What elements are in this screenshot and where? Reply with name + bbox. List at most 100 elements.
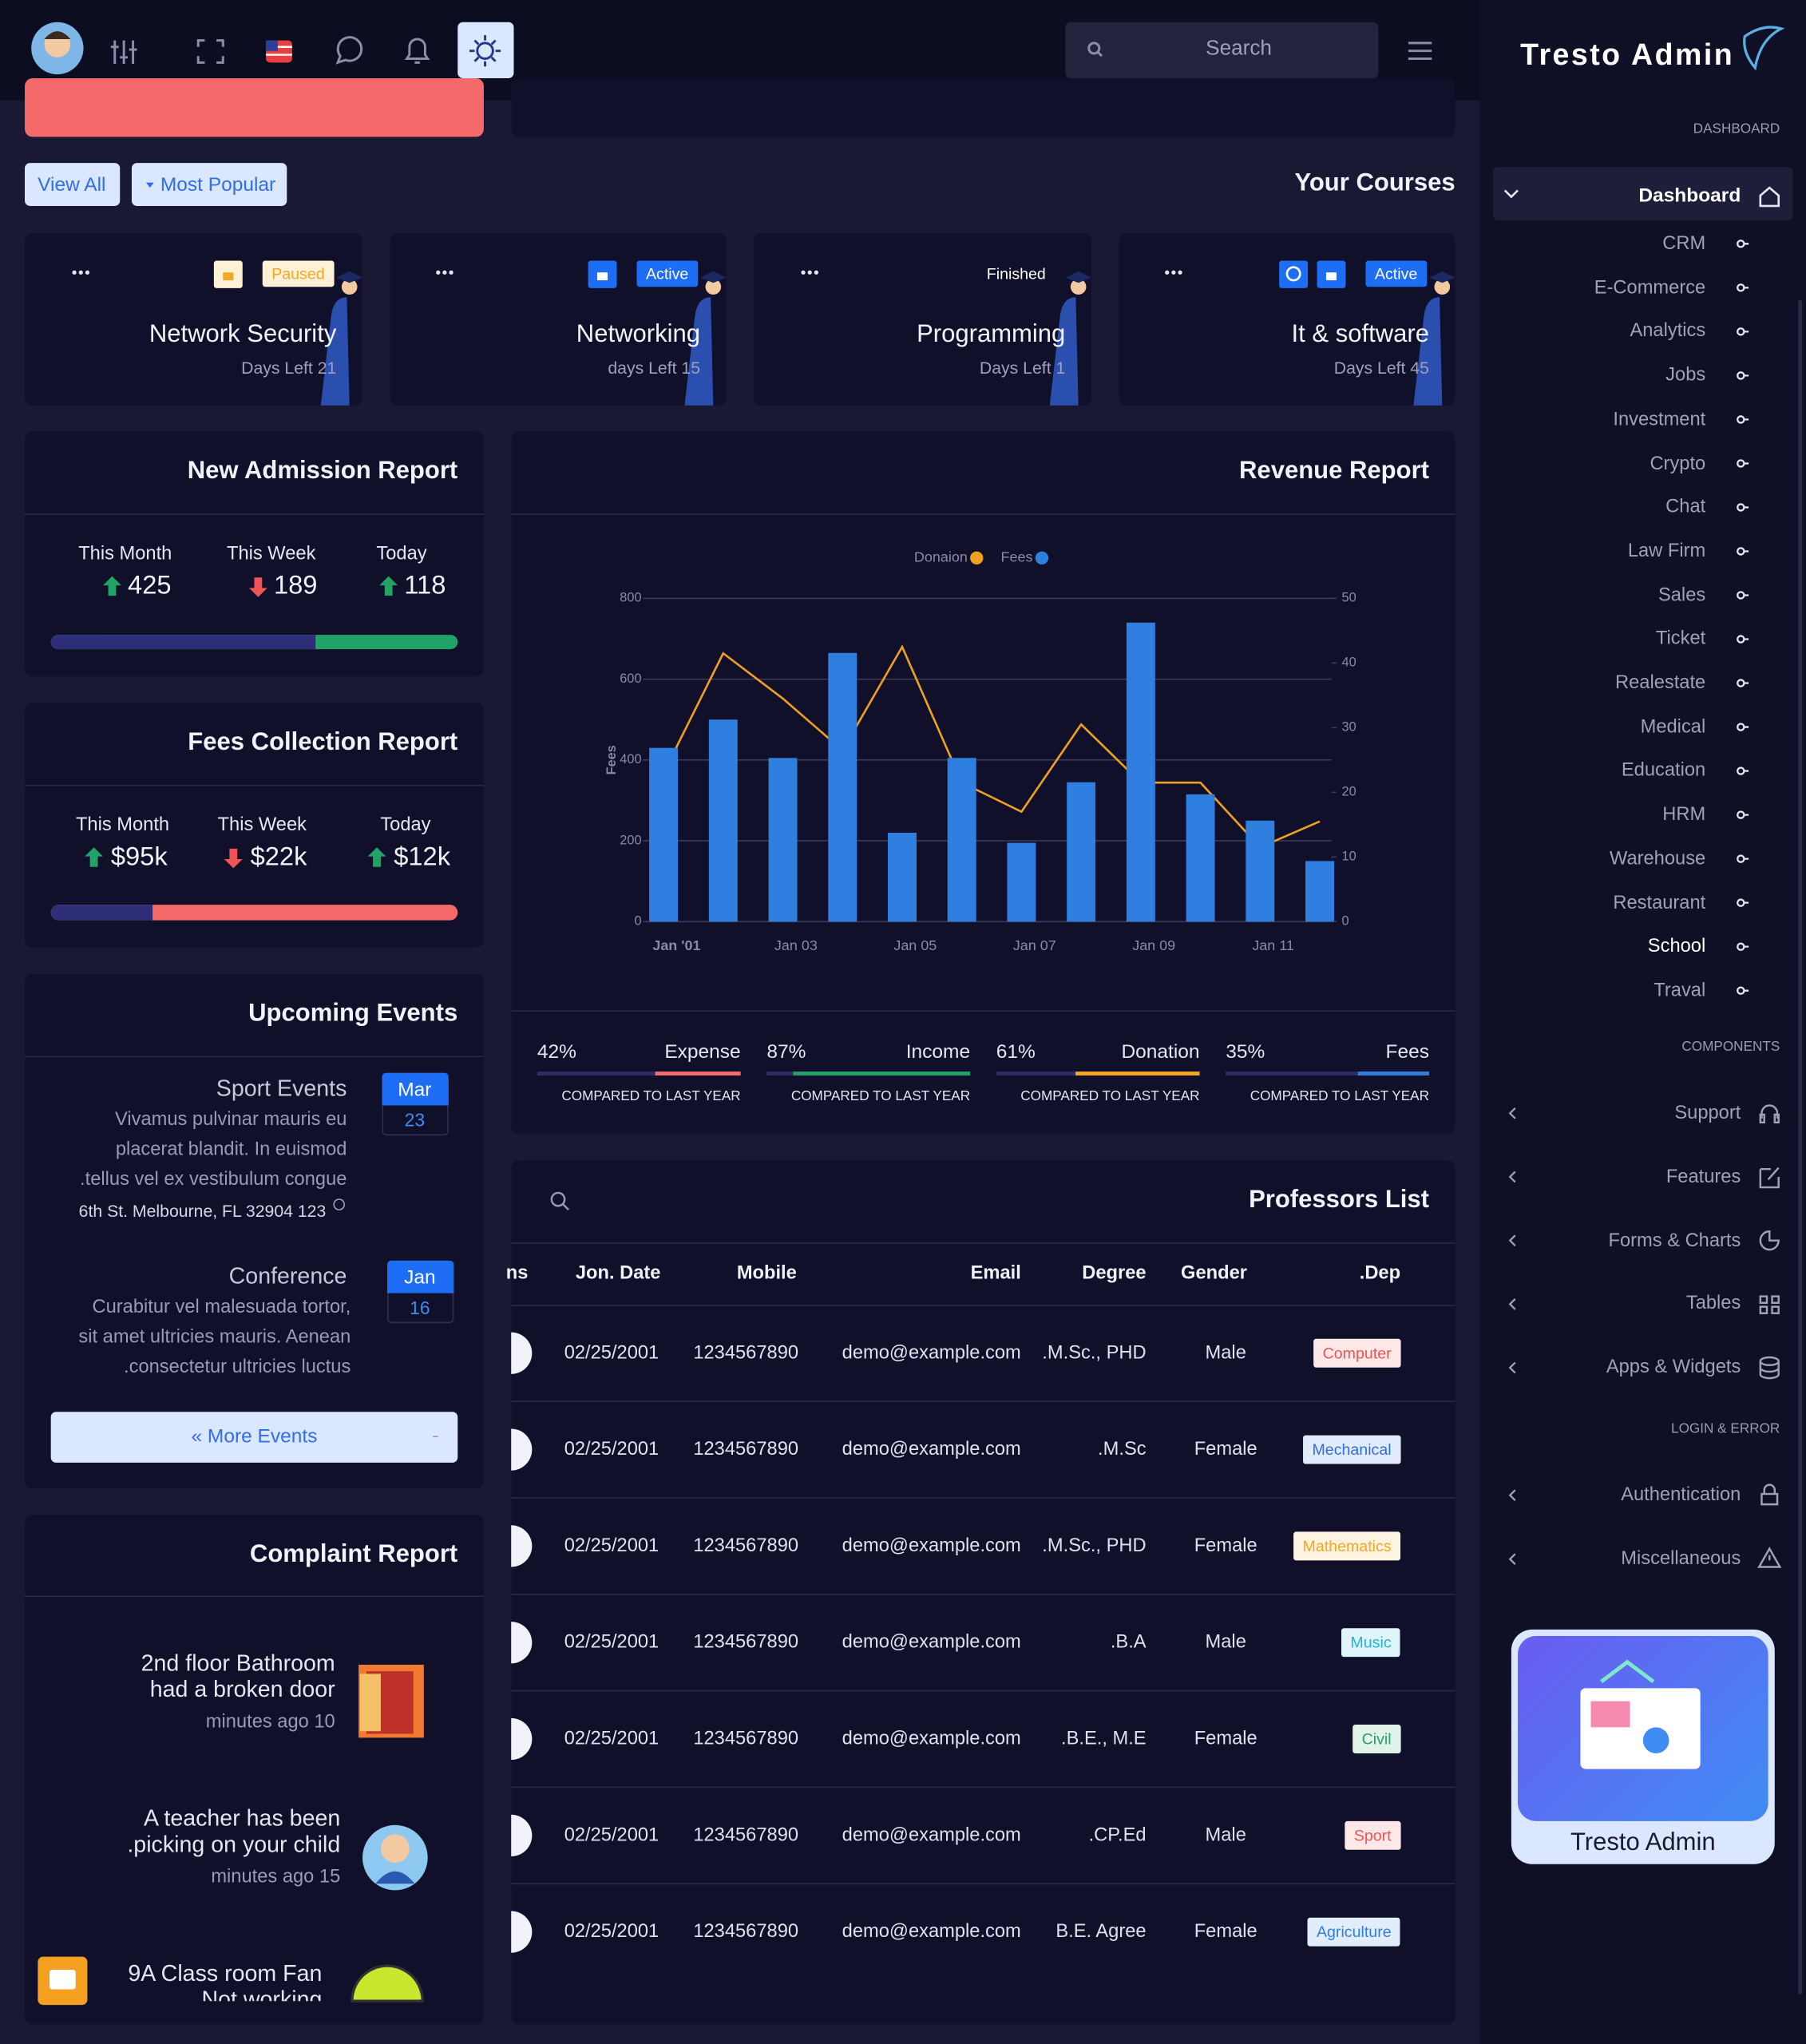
submenu-item[interactable]: Education	[1621, 760, 1706, 782]
complaint-images	[50, 1664, 428, 2002]
graduate-figure	[1413, 297, 1443, 406]
avatar-fragment	[511, 1911, 533, 1953]
menu-icon	[1757, 1547, 1782, 1568]
graduate-head	[341, 279, 358, 295]
submenu-dot	[1737, 679, 1745, 687]
menu-icon	[1759, 1230, 1780, 1251]
search-icon[interactable]	[550, 1191, 566, 1207]
settings-button[interactable]	[457, 22, 514, 78]
events-card	[25, 973, 484, 1489]
submenu-dot	[1737, 240, 1745, 248]
stat-note: COMPARED TO LAST YEAR	[1250, 1088, 1429, 1104]
table-cell: 02/25/2001	[564, 1439, 659, 1460]
bar	[1067, 782, 1096, 922]
stat-label: Donation	[1121, 1040, 1200, 1064]
table-cell: Female	[1194, 1728, 1257, 1750]
divider	[511, 1010, 1455, 1012]
complaint-time: minutes ago 10	[205, 1711, 335, 1733]
view-all-button[interactable]	[25, 163, 121, 206]
menu-item[interactable]: Tables	[1685, 1293, 1741, 1315]
submenu-item[interactable]: Analytics	[1630, 321, 1706, 343]
divider	[25, 1595, 484, 1598]
active-menu[interactable]	[1493, 166, 1793, 220]
table-cell: .CP.Ed	[1088, 1824, 1147, 1846]
table-cell: 02/25/2001	[564, 1824, 659, 1846]
search-placeholder[interactable]: Search	[1206, 38, 1272, 61]
menu-item[interactable]: Dashboard	[1638, 184, 1741, 207]
department-tag: Music	[1341, 1628, 1401, 1658]
stat-percent: 35%	[1226, 1040, 1265, 1064]
legend-label: Fees	[1001, 549, 1033, 565]
submenu-dot	[1737, 591, 1745, 600]
y2-tick-label: 50	[1342, 591, 1356, 605]
menu-item[interactable]: Authentication	[1621, 1484, 1741, 1506]
submenu-item[interactable]: Realestate	[1614, 672, 1706, 694]
menu-item[interactable]: Apps & Widgets	[1606, 1357, 1741, 1379]
menu-item[interactable]: Miscellaneous	[1621, 1548, 1741, 1570]
stat-percent: 42%	[537, 1040, 576, 1064]
bar	[1305, 861, 1334, 922]
table-cell: Male	[1205, 1342, 1246, 1364]
department-tag: Sport	[1345, 1820, 1401, 1850]
course-lock-icons	[213, 260, 1346, 288]
divider	[25, 1056, 484, 1058]
button-label[interactable]: « More Events	[191, 1425, 318, 1448]
search-box[interactable]	[1065, 22, 1379, 78]
submenu-item[interactable]: Warehouse	[1609, 848, 1706, 869]
submenu-item[interactable]: Chat	[1665, 497, 1706, 518]
course-card[interactable]	[753, 233, 1091, 406]
table-cell: 02/25/2001	[564, 1632, 659, 1654]
submenu-item[interactable]: CRM	[1662, 233, 1706, 255]
menu-item[interactable]: Support	[1674, 1103, 1741, 1124]
date-box-top	[382, 1072, 449, 1106]
graduate-cap	[1065, 271, 1091, 283]
trend-arrow	[248, 577, 267, 597]
menu-item[interactable]: Features	[1665, 1166, 1741, 1188]
submenu-item[interactable]: E-Commerce	[1594, 277, 1706, 299]
dots-menus[interactable]	[72, 270, 1182, 275]
course-status: Finished	[986, 264, 1046, 283]
card-title: Professors List	[1249, 1186, 1429, 1214]
x-tick-label: Jan 07	[1013, 937, 1056, 953]
more-events-button[interactable]	[50, 1412, 458, 1463]
avatar-fragment	[511, 1814, 533, 1856]
submenu-item[interactable]: Investment	[1613, 409, 1706, 430]
flag-stripes	[266, 46, 292, 56]
menu-item[interactable]: Forms & Charts	[1608, 1230, 1741, 1251]
graduate-cap	[1428, 271, 1455, 283]
y-tick-label: 0	[634, 914, 641, 929]
submenu-item[interactable]: Restaurant	[1613, 892, 1706, 913]
y2-tick-label: 20	[1342, 785, 1356, 799]
stat-label: Expense	[664, 1040, 741, 1064]
table-cell: demo@example.com	[842, 1632, 1021, 1654]
menu-icon	[1760, 1483, 1779, 1506]
submenu-item[interactable]: Crypto	[1650, 453, 1706, 474]
header-icons[interactable]	[110, 36, 1432, 65]
stat-label: This Month	[78, 543, 172, 564]
submenu-item[interactable]: Law Firm	[1627, 541, 1706, 562]
event-text: Curabitur vel malesuada tortor,	[92, 1297, 351, 1318]
submenu-dot	[1737, 810, 1745, 819]
button-label[interactable]: View All	[38, 173, 106, 196]
submenu-item[interactable]: School	[1647, 936, 1706, 957]
submenu-dot	[1737, 547, 1745, 556]
course-status: Paused	[262, 260, 335, 287]
stat-label: Fees	[1385, 1040, 1429, 1064]
most-popular-button[interactable]	[131, 163, 287, 206]
y-tick-label: 200	[620, 833, 641, 847]
submenu-item[interactable]: Sales	[1657, 584, 1706, 606]
submenu-item[interactable]: HRM	[1662, 804, 1706, 826]
column-header: Jon. Date	[575, 1263, 661, 1285]
event-text: .tellus vel ex vestibulum congue	[80, 1169, 347, 1190]
submenu-item[interactable]: Ticket	[1655, 628, 1706, 650]
course-name: Programming	[917, 320, 1066, 348]
submenu-item[interactable]: Jobs	[1665, 365, 1706, 386]
divider	[511, 513, 1455, 515]
button-label[interactable]: Most Popular	[160, 173, 276, 196]
y-tick-label: 600	[620, 671, 641, 686]
submenu-item[interactable]: Medical	[1640, 716, 1706, 738]
submenu-dot	[1737, 415, 1745, 424]
promo-title[interactable]: Tresto Admin	[1570, 1828, 1716, 1856]
table-cell: 1234567890	[693, 1728, 799, 1750]
submenu-item[interactable]: Traval	[1654, 980, 1706, 1001]
